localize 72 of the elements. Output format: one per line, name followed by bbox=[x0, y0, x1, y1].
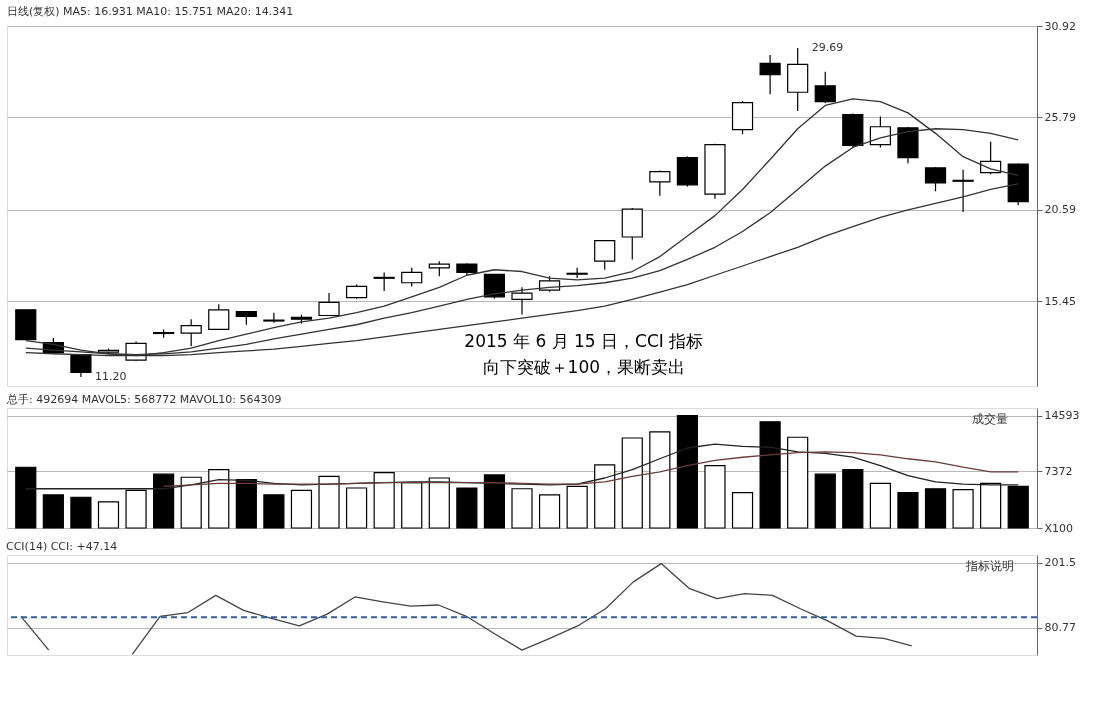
bar bbox=[235, 478, 257, 529]
candlestick bbox=[208, 303, 230, 330]
bar bbox=[345, 487, 368, 529]
bar bbox=[401, 482, 423, 529]
y-tick-label: X100 bbox=[1044, 521, 1074, 535]
bar bbox=[428, 477, 450, 529]
annotation: 向下突破＋100，果断卖出 bbox=[482, 357, 686, 377]
bar bbox=[594, 464, 616, 529]
bar bbox=[290, 489, 313, 529]
candlestick bbox=[594, 239, 616, 271]
candlestick bbox=[952, 169, 974, 213]
bar bbox=[731, 492, 754, 529]
candlestick bbox=[924, 166, 947, 192]
bar bbox=[980, 482, 1002, 529]
bar bbox=[483, 474, 506, 529]
bar bbox=[263, 494, 285, 529]
bar bbox=[787, 436, 809, 529]
bar bbox=[814, 473, 836, 529]
bar bbox=[897, 492, 919, 529]
candlestick bbox=[759, 54, 781, 95]
chart-title: 总手: 492694 MAVOL5: 568772 MAVOL10: 564309 bbox=[6, 393, 282, 406]
annotation: 29.69 bbox=[811, 40, 844, 54]
bar bbox=[153, 473, 175, 529]
bar bbox=[952, 488, 974, 529]
line-series bbox=[162, 451, 1019, 488]
bar bbox=[759, 421, 781, 529]
annotation: 指标说明 bbox=[965, 559, 1014, 573]
bar bbox=[676, 415, 699, 529]
bar bbox=[842, 468, 864, 529]
bar bbox=[180, 476, 202, 529]
bar bbox=[869, 482, 891, 529]
line-series bbox=[131, 562, 913, 656]
annotation: 2015 年 6 月 15 日，CCI 指标 bbox=[464, 331, 704, 351]
bar bbox=[373, 472, 395, 529]
annotation: 11.20 bbox=[94, 370, 127, 384]
candlestick bbox=[649, 169, 671, 197]
chart-title: CCI(14) CCI: +47.14 bbox=[6, 540, 118, 553]
y-tick-label: 7372 bbox=[1044, 464, 1073, 478]
bar bbox=[208, 468, 230, 529]
bar bbox=[621, 437, 643, 529]
bar bbox=[1007, 485, 1029, 529]
candlestick bbox=[814, 71, 836, 104]
bar bbox=[538, 494, 561, 529]
bar bbox=[318, 475, 340, 529]
candlestick bbox=[566, 267, 588, 279]
bar bbox=[704, 465, 726, 529]
candlestick bbox=[263, 312, 285, 324]
candlestick bbox=[511, 286, 533, 316]
y-tick-label: 20.59 bbox=[1044, 203, 1076, 217]
candlestick bbox=[869, 116, 891, 149]
y-tick-label: 30.92 bbox=[1044, 19, 1076, 33]
y-tick-label: 15.45 bbox=[1044, 294, 1076, 308]
candlestick bbox=[401, 267, 423, 288]
bar bbox=[649, 431, 671, 529]
candlestick bbox=[318, 292, 340, 317]
bar bbox=[566, 485, 588, 529]
annotation: 成交量 bbox=[972, 412, 1008, 426]
candlestick bbox=[180, 318, 202, 347]
y-tick-label: 14593 bbox=[1044, 409, 1080, 423]
chart-title: 日线(复权) MA5: 16.931 MA10: 15.751 MA20: 14.341 bbox=[7, 5, 294, 18]
y-tick-label: 25.79 bbox=[1044, 110, 1076, 124]
bar bbox=[511, 488, 533, 529]
bar bbox=[42, 494, 64, 529]
bar bbox=[70, 496, 92, 529]
bar bbox=[125, 489, 147, 529]
bar bbox=[924, 488, 947, 529]
y-tick-label: 201.5 bbox=[1044, 556, 1076, 570]
candlestick bbox=[373, 271, 395, 292]
bar bbox=[97, 501, 120, 529]
y-tick-label: 80.77 bbox=[1044, 621, 1076, 635]
bar bbox=[456, 487, 478, 529]
bar bbox=[15, 466, 37, 529]
